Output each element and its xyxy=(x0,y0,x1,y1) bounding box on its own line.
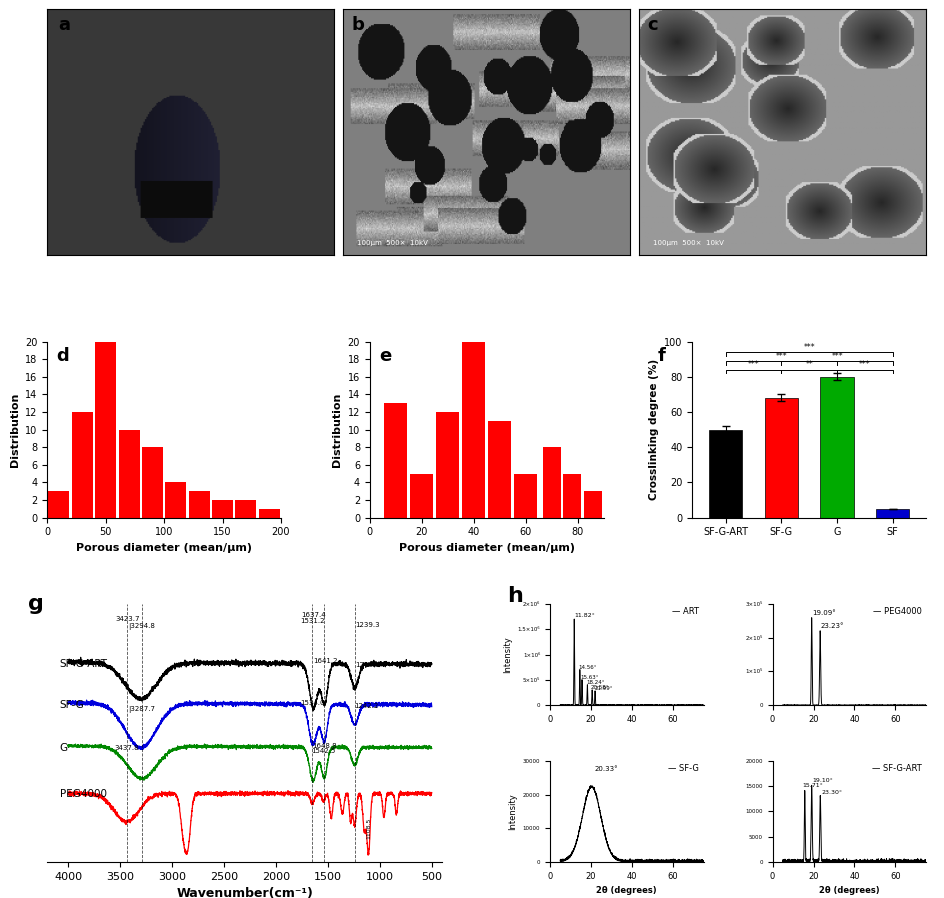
Text: 1641.2: 1641.2 xyxy=(312,658,337,665)
Text: 21.99°: 21.99° xyxy=(595,686,613,691)
Text: 20.33°: 20.33° xyxy=(594,766,617,772)
Text: 1240.8: 1240.8 xyxy=(354,663,379,668)
Text: 3423.7: 3423.7 xyxy=(115,616,140,621)
Text: 100μm  500×  10kV: 100μm 500× 10kV xyxy=(652,240,723,245)
Bar xyxy=(72,412,93,517)
Text: **: ** xyxy=(804,360,812,369)
Text: h: h xyxy=(507,585,522,605)
Text: — SF-G-ART: — SF-G-ART xyxy=(870,764,920,773)
Text: G: G xyxy=(59,743,68,753)
Bar xyxy=(383,403,407,517)
Text: 14.56°: 14.56° xyxy=(578,665,597,670)
Text: 15.63°: 15.63° xyxy=(581,674,598,680)
Text: 18.24°: 18.24° xyxy=(585,680,604,685)
Bar xyxy=(142,447,162,517)
Text: ***: *** xyxy=(747,360,759,369)
Text: — ART: — ART xyxy=(671,607,699,616)
Text: 1648.8: 1648.8 xyxy=(312,744,337,749)
Bar xyxy=(487,421,511,517)
Text: |3287.7: |3287.7 xyxy=(128,706,156,713)
X-axis label: Porous diameter (mean/μm): Porous diameter (mean/μm) xyxy=(76,543,252,553)
Text: 19.10°: 19.10° xyxy=(812,778,833,783)
Text: SF-G: SF-G xyxy=(59,700,84,709)
X-axis label: Wavenumber(cm⁻¹): Wavenumber(cm⁻¹) xyxy=(177,887,312,898)
X-axis label: Porous diameter (mean/μm): Porous diameter (mean/μm) xyxy=(398,543,574,553)
Y-axis label: Intensity: Intensity xyxy=(503,636,512,673)
Text: 1108.5: 1108.5 xyxy=(365,818,371,840)
X-axis label: 2θ (degrees): 2θ (degrees) xyxy=(596,886,656,895)
Text: SF-G-ART: SF-G-ART xyxy=(59,659,108,669)
Text: 23.23°: 23.23° xyxy=(819,623,843,629)
Text: a: a xyxy=(59,16,71,34)
Text: — SF-G: — SF-G xyxy=(667,764,699,773)
Text: — PEG4000: — PEG4000 xyxy=(871,607,920,616)
Bar xyxy=(235,500,256,517)
Bar xyxy=(189,491,210,517)
Y-axis label: Intensity: Intensity xyxy=(508,793,516,830)
Text: 1534.0: 1534.0 xyxy=(299,700,324,707)
Text: g: g xyxy=(27,594,43,613)
Bar xyxy=(514,473,537,517)
Bar xyxy=(259,509,279,517)
Y-axis label: Distribution: Distribution xyxy=(331,392,342,467)
Text: |3294.8: |3294.8 xyxy=(127,622,155,629)
Text: c: c xyxy=(647,16,657,34)
Text: ***: *** xyxy=(858,360,869,369)
Text: 11.82°: 11.82° xyxy=(574,612,595,618)
Text: 23.30°: 23.30° xyxy=(820,789,841,795)
Text: 1239.3: 1239.3 xyxy=(355,622,379,628)
Y-axis label: Distribution: Distribution xyxy=(9,392,20,467)
Bar xyxy=(583,491,601,517)
Bar xyxy=(764,398,798,517)
Bar xyxy=(48,491,69,517)
Bar xyxy=(542,447,560,517)
Bar xyxy=(410,473,433,517)
Text: 1531.2: 1531.2 xyxy=(300,618,324,624)
Text: d: d xyxy=(57,347,69,365)
Text: 20.58°: 20.58° xyxy=(590,685,609,690)
Bar xyxy=(563,473,581,517)
Text: 1242.2: 1242.2 xyxy=(354,703,379,709)
Text: b: b xyxy=(351,16,364,34)
Bar xyxy=(95,341,116,517)
Bar xyxy=(462,341,485,517)
Bar xyxy=(819,377,852,517)
Text: ***: *** xyxy=(775,352,786,361)
Bar xyxy=(165,482,186,517)
X-axis label: 2θ (degrees): 2θ (degrees) xyxy=(818,886,879,895)
Text: ***: *** xyxy=(802,343,814,352)
Text: 15.71°: 15.71° xyxy=(801,783,822,788)
Text: 19.09°: 19.09° xyxy=(812,610,835,616)
Text: PEG4000: PEG4000 xyxy=(59,788,107,798)
Bar xyxy=(211,500,233,517)
Bar xyxy=(435,412,459,517)
Bar xyxy=(708,429,742,517)
Text: ***: *** xyxy=(831,352,842,361)
Bar xyxy=(118,429,140,517)
Text: 1542.5: 1542.5 xyxy=(311,748,335,754)
Text: 3437.8: 3437.8 xyxy=(114,744,139,751)
Bar xyxy=(875,509,908,517)
Text: e: e xyxy=(379,347,391,365)
Text: 100μm  500×  10kV: 100μm 500× 10kV xyxy=(357,240,428,245)
Y-axis label: Crosslinking degree (%): Crosslinking degree (%) xyxy=(648,359,658,500)
Text: 1637.4: 1637.4 xyxy=(301,612,326,619)
Text: f: f xyxy=(657,347,665,365)
